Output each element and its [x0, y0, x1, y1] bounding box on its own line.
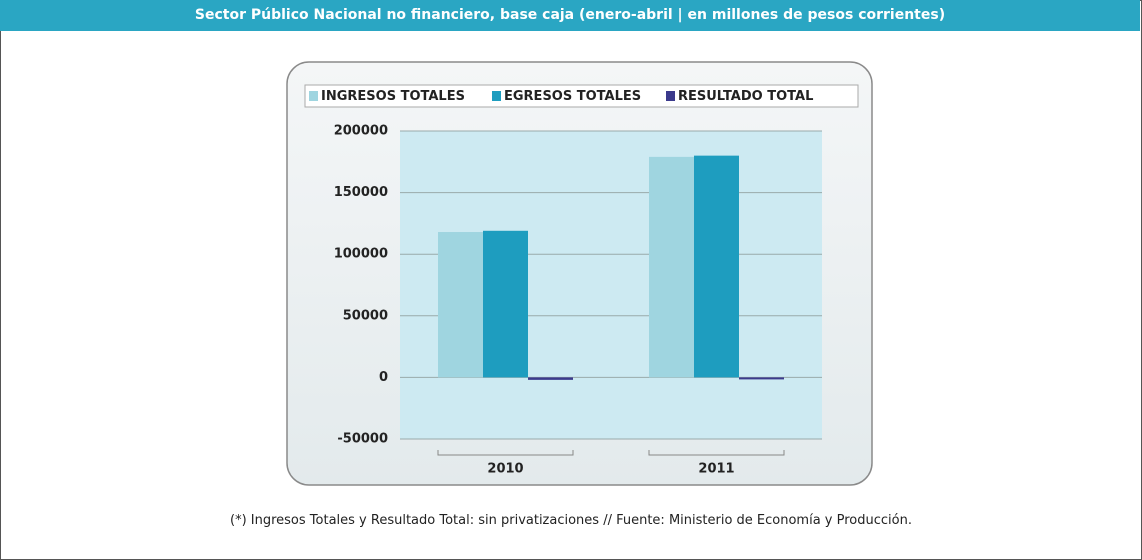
- legend-box: [304, 84, 859, 108]
- bar: [694, 155, 739, 378]
- x-tick-label: 2010: [487, 462, 523, 477]
- y-tick-label: 100000: [334, 247, 388, 262]
- legend-swatch: [492, 91, 501, 101]
- header-title: Sector Público Nacional no financiero, b…: [0, 0, 1140, 31]
- y-tick-label: 200000: [334, 124, 388, 139]
- legend-swatch: [666, 91, 675, 101]
- bar: [739, 377, 784, 380]
- legend-label: RESULTADO TOTAL: [678, 89, 813, 104]
- y-tick-label: 50000: [343, 308, 388, 323]
- legend-label: EGRESOS TOTALES: [504, 89, 641, 104]
- footnote: (*) Ingresos Totales y Resultado Total: …: [230, 513, 912, 528]
- y-tick-label: 0: [379, 370, 388, 385]
- bar: [528, 377, 573, 380]
- x-tick-label: 2011: [698, 462, 734, 477]
- bar: [438, 232, 483, 378]
- legend-swatch: [309, 91, 318, 101]
- legend-label: INGRESOS TOTALES: [321, 89, 465, 104]
- bar: [483, 230, 528, 378]
- y-tick-label: 150000: [334, 185, 388, 200]
- y-tick-label: -50000: [337, 432, 388, 447]
- x-bracket: [437, 450, 574, 456]
- x-bracket: [648, 450, 785, 456]
- bar: [649, 156, 694, 378]
